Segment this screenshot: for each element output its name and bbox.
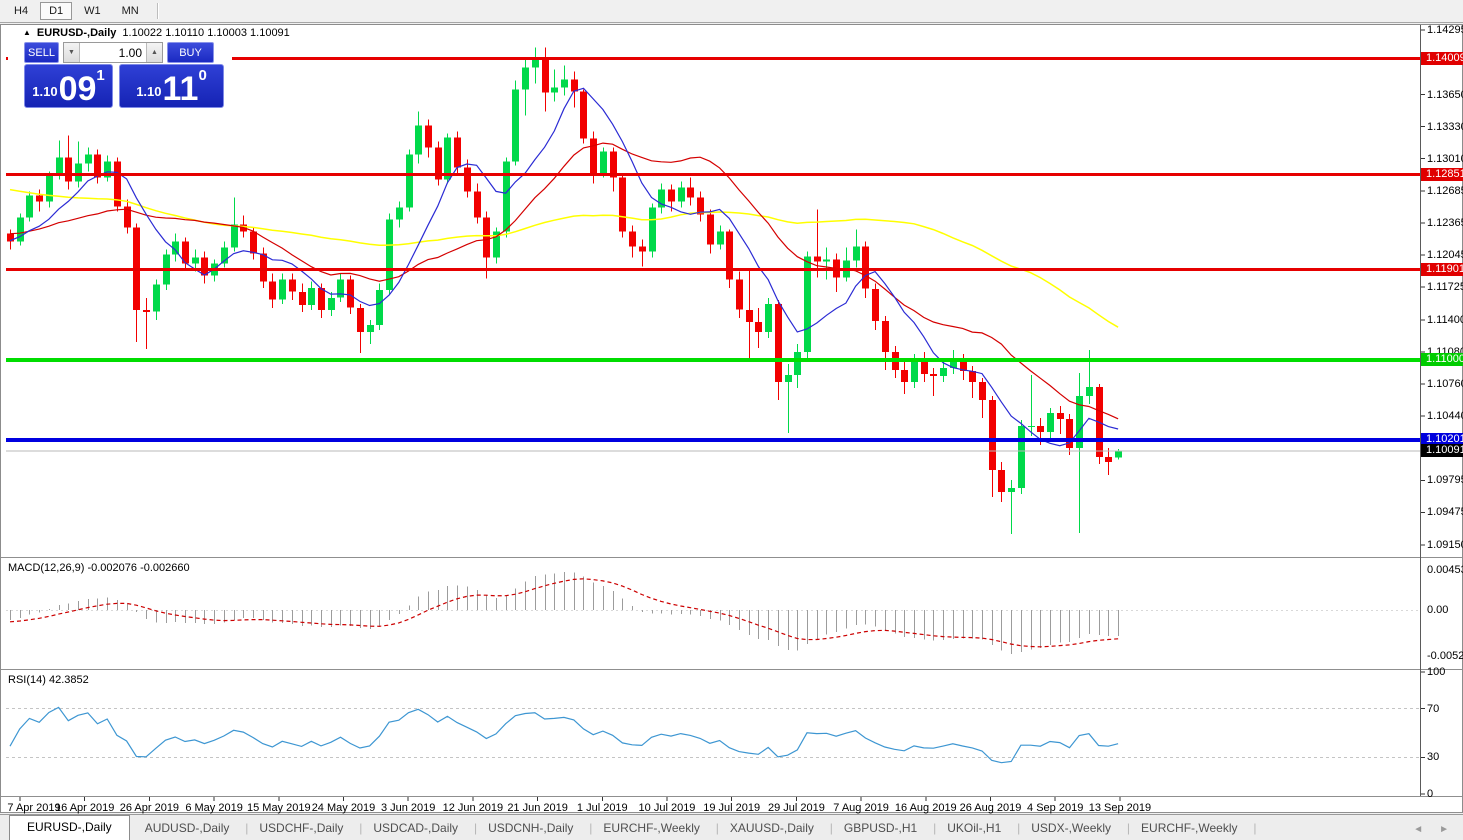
date-label: 26 Apr 2019 (120, 802, 179, 814)
axis-tick-label: 1.13010 (1427, 152, 1463, 165)
buy-price-pip: 0 (198, 67, 207, 84)
date-label: 4 Sep 2019 (1027, 802, 1083, 814)
axis-tick-label: 70 (1427, 702, 1440, 715)
tab-symbol-0[interactable]: EURUSD-,Daily (9, 815, 130, 840)
price-line-label: 1.14009 (1421, 52, 1463, 66)
axis-tick-label: 1.13650 (1427, 88, 1463, 101)
one-click-trade-panel: SELL ▼ ▲ BUY 1.10 09 1 1.10 11 0 (24, 42, 224, 108)
date-label: 12 Jun 2019 (443, 802, 504, 814)
symbol-arrow-icon: ▲ (23, 28, 31, 37)
tab-symbol-5[interactable]: EURCHF-,Weekly (588, 817, 719, 840)
tab-symbol-6[interactable]: XAUUSD-,Daily (715, 817, 833, 840)
ohlc-readout: 1.10022 1.10110 1.10003 1.10091 (122, 27, 290, 39)
axis-tick-label: 0.004536 (1427, 564, 1463, 577)
timeframe-d1-button[interactable]: D1 (40, 2, 73, 20)
timeframe-h4-button[interactable]: H4 (5, 2, 37, 20)
axis-tick-label: -0.005205 (1427, 649, 1463, 662)
tab-symbol-2[interactable]: USDCHF-,Daily (244, 817, 362, 840)
sell-price-pip: 1 (96, 67, 105, 84)
volume-decrease-icon[interactable]: ▼ (64, 43, 80, 62)
date-label: 24 May 2019 (312, 802, 376, 814)
date-label: 15 May 2019 (247, 802, 311, 814)
price-line-label: 1.11901 (1421, 263, 1463, 277)
date-label: 16 Aug 2019 (895, 802, 957, 814)
axis-tick-label: 1.12685 (1427, 185, 1463, 198)
date-label: 6 May 2019 (185, 802, 242, 814)
sell-button[interactable]: SELL (24, 42, 59, 63)
volume-input[interactable] (80, 43, 146, 62)
tab-symbol-10[interactable]: EURCHF-,Weekly (1126, 817, 1257, 840)
date-label: 7 Aug 2019 (833, 802, 889, 814)
volume-stepper: ▼ ▲ (63, 42, 163, 63)
price-axis[interactable]: 1.14295 1.13650 1.13330 1.13010 1.12685 1.123… (1421, 0, 1463, 840)
axis-tick-label: 0.00 (1427, 604, 1449, 616)
timeframe-toolbar: H4 D1 W1 MN (0, 0, 1463, 23)
buy-price-button[interactable]: 1.10 11 0 (119, 64, 224, 108)
rsi-indicator-label: RSI(14) 42.3852 (8, 674, 89, 686)
tab-symbol-8[interactable]: UKOil-,H1 (932, 817, 1020, 840)
sell-price-prefix: 1.10 (32, 84, 58, 99)
tab-symbol-9[interactable]: USDX-,Weekly (1016, 817, 1130, 840)
tab-symbol-3[interactable]: USDCAD-,Daily (358, 817, 476, 840)
tab-symbol-4[interactable]: USDCNH-,Daily (473, 817, 593, 840)
sell-price-button[interactable]: 1.10 09 1 (24, 64, 113, 108)
axis-tick-label: 1.12365 (1427, 217, 1463, 230)
axis-tick-label: 1.09475 (1427, 506, 1463, 519)
axis-tick-label: 30 (1427, 751, 1440, 764)
chart-tab-bar: EURUSD-,Daily AUDUSD-,Daily USDCHF-,Dail… (0, 814, 1463, 840)
price-line-label: 1.10201 (1421, 433, 1463, 447)
date-label: 16 Apr 2019 (55, 802, 114, 814)
sell-price-big: 09 (58, 70, 97, 108)
axis-tick-label: 1.14295 (1427, 24, 1463, 36)
tab-scroll-left-icon[interactable]: ◄ (1413, 824, 1424, 835)
axis-tick-label: 1.09795 (1427, 474, 1463, 487)
tab-scroll-right-icon[interactable]: ► (1439, 824, 1449, 835)
date-label: 1 Jul 2019 (577, 802, 628, 814)
tab-scroll-controls: ◄ ► (1413, 824, 1463, 840)
axis-tick-label: 1.12045 (1427, 249, 1463, 262)
date-label: 3 Jun 2019 (381, 802, 435, 814)
macd-indicator-label: MACD(12,26,9) -0.002076 -0.002660 (8, 562, 190, 574)
axis-tick-label: 0 (1427, 788, 1434, 800)
axis-tick-label: 1.10760 (1427, 377, 1463, 390)
date-label: 10 Jul 2019 (639, 802, 696, 814)
axis-tick-label: 1.10440 (1427, 409, 1463, 422)
tab-symbol-7[interactable]: GBPUSD-,H1 (829, 817, 937, 840)
tab-symbol-1[interactable]: AUDUSD-,Daily (130, 817, 248, 840)
date-label: 26 Aug 2019 (960, 802, 1022, 814)
chart-title: ▲ EURUSD-,Daily 1.10022 1.10110 1.10003 … (23, 27, 290, 39)
date-label: 7 Apr 2019 (7, 802, 60, 814)
date-label: 13 Sep 2019 (1089, 802, 1151, 814)
axis-tick-label: 1.11725 (1427, 281, 1463, 294)
timeframe-w1-button[interactable]: W1 (75, 2, 110, 20)
buy-button[interactable]: BUY (167, 42, 214, 63)
price-line-label: 1.10091 (1421, 444, 1463, 458)
timeframe-mn-button[interactable]: MN (113, 2, 148, 20)
axis-tick-label: 100 (1427, 666, 1446, 678)
axis-tick-label: 1.11400 (1427, 313, 1463, 326)
toolbar-separator (156, 3, 159, 19)
date-label: 29 Jul 2019 (768, 802, 825, 814)
axis-tick-label: 1.09150 (1427, 539, 1463, 551)
date-label: 19 Jul 2019 (703, 802, 760, 814)
buy-price-big: 11 (162, 70, 199, 108)
date-label: 21 Jun 2019 (507, 802, 568, 814)
buy-price-prefix: 1.10 (136, 84, 162, 99)
axis-tick-label: 1.13330 (1427, 120, 1463, 133)
volume-increase-icon[interactable]: ▲ (146, 43, 162, 62)
symbol-name: EURUSD-,Daily (36, 27, 117, 39)
price-line-label: 1.11000 (1421, 353, 1463, 367)
price-line-label: 1.12851 (1421, 168, 1463, 182)
